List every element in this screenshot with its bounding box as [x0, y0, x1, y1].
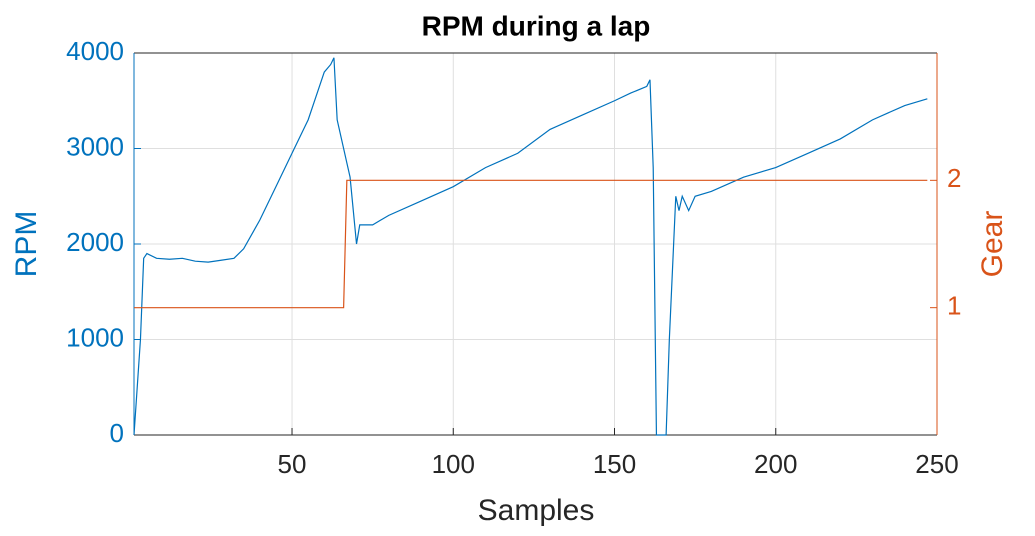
x-tick-label: 150 [593, 449, 636, 479]
x-tick-label: 100 [432, 449, 475, 479]
x-axis-label: Samples [478, 494, 595, 527]
data-line [133, 57, 928, 436]
x-tick-label: 50 [278, 449, 307, 479]
x-tick-label: 200 [754, 449, 797, 479]
y-tick-label: 0 [110, 418, 124, 448]
chart-title: RPM during a lap [422, 10, 651, 41]
y-tick-label: 4000 [66, 36, 124, 66]
y2-tick-label: 2 [947, 163, 961, 193]
y-tick-label: 1000 [66, 322, 124, 352]
y-tick-label: 3000 [66, 131, 124, 161]
data-line [134, 179, 928, 309]
x-tick-label: 250 [915, 449, 958, 479]
y2-axis-label: Gear [976, 211, 1009, 278]
y-axis-label: RPM [10, 211, 43, 278]
y2-tick-label: 1 [947, 291, 961, 321]
y-tick-label: 2000 [66, 227, 124, 257]
